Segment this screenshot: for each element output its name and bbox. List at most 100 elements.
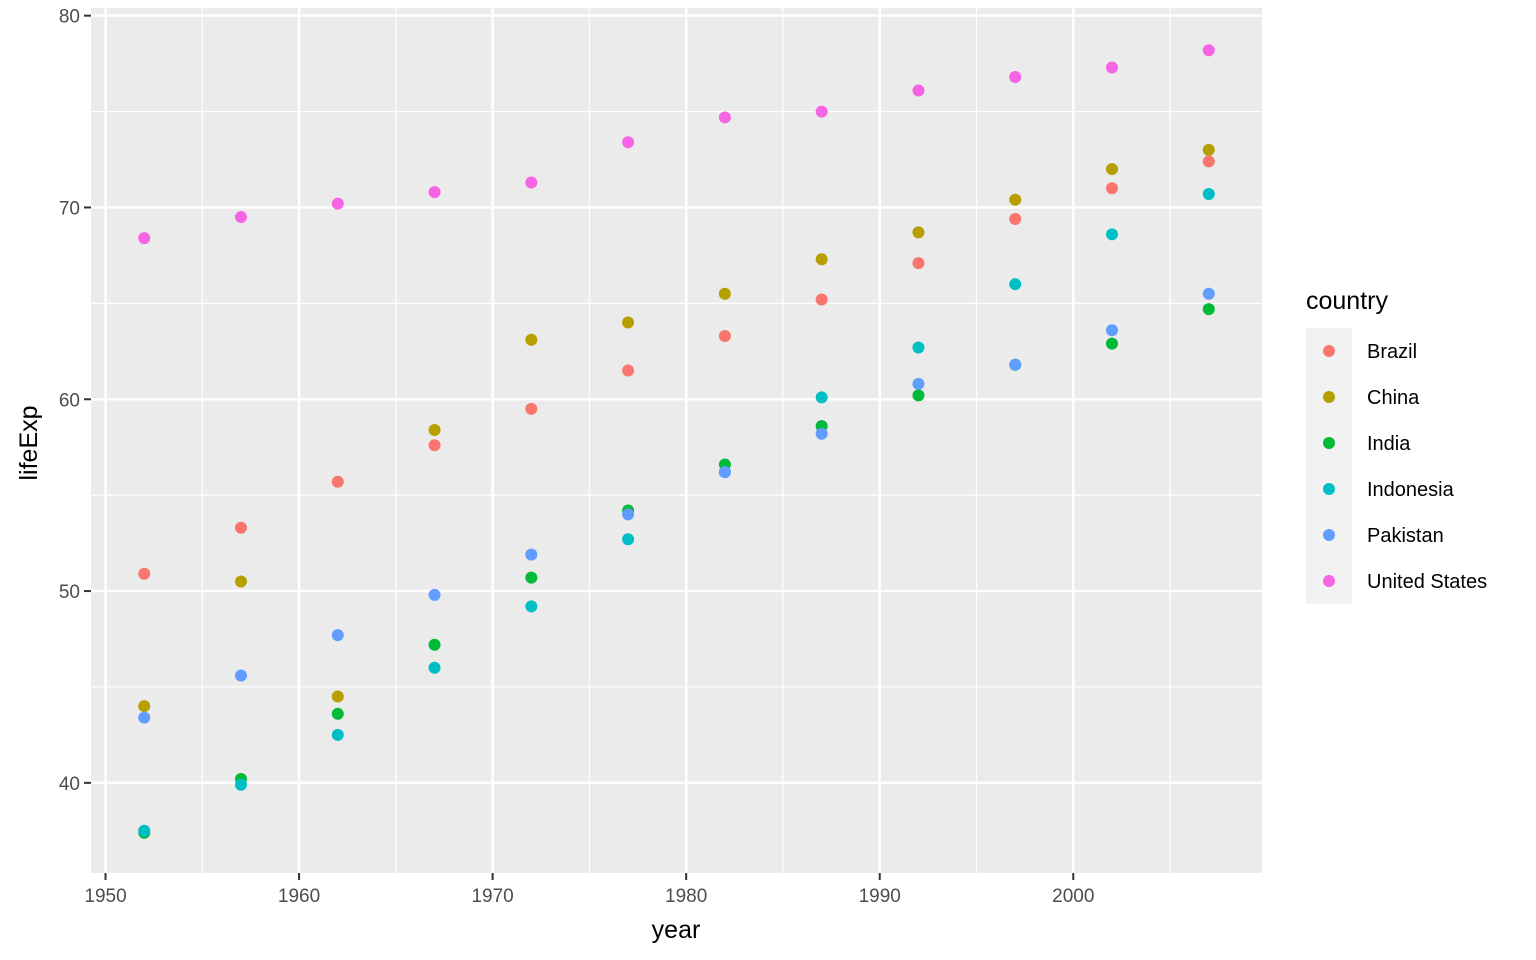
x-tick-label: 1980 xyxy=(665,886,707,907)
point-united-states xyxy=(622,136,635,149)
point-china xyxy=(622,316,635,329)
point-united-states xyxy=(138,232,151,245)
point-indonesia xyxy=(622,533,635,546)
minor-gridlines xyxy=(91,8,1262,873)
point-pakistan xyxy=(428,588,441,601)
y-tick-label: 70 xyxy=(59,198,80,219)
point-india xyxy=(1202,303,1215,316)
point-indonesia xyxy=(912,341,925,354)
point-india xyxy=(331,707,344,720)
point-pakistan xyxy=(331,629,344,642)
point-pakistan xyxy=(235,669,248,682)
point-pakistan xyxy=(718,466,731,479)
legend-label-indonesia: Indonesia xyxy=(1367,479,1455,501)
point-brazil xyxy=(1009,212,1022,225)
point-brazil xyxy=(525,402,538,415)
point-united-states xyxy=(718,111,731,124)
point-china xyxy=(331,690,344,703)
point-pakistan xyxy=(1202,287,1215,300)
legend: country Brazil China India Indonesia Pakista… xyxy=(1306,287,1487,604)
data-points xyxy=(138,44,1215,839)
legend-label-china: China xyxy=(1367,387,1420,409)
point-brazil xyxy=(1105,182,1118,195)
major-gridlines xyxy=(91,8,1262,873)
point-brazil xyxy=(428,439,441,452)
point-indonesia xyxy=(1105,228,1118,241)
y-tick-label: 80 xyxy=(59,7,80,28)
point-indonesia xyxy=(1202,188,1215,201)
point-brazil xyxy=(815,293,828,306)
point-pakistan xyxy=(815,427,828,440)
point-united-states xyxy=(331,197,344,210)
legend-label-united-states: United States xyxy=(1367,571,1487,593)
point-indonesia xyxy=(815,391,828,404)
point-indonesia xyxy=(235,778,248,791)
x-tick-label: 1990 xyxy=(859,886,901,907)
point-brazil xyxy=(138,567,151,580)
point-india xyxy=(525,571,538,584)
point-brazil xyxy=(1202,155,1215,168)
point-pakistan xyxy=(1009,358,1022,371)
point-china xyxy=(1105,163,1118,176)
legend-key-background xyxy=(1306,328,1352,604)
point-china xyxy=(1009,193,1022,206)
point-brazil xyxy=(235,521,248,534)
legend-label-brazil: Brazil xyxy=(1367,341,1417,363)
point-china xyxy=(235,575,248,588)
point-united-states xyxy=(815,105,828,118)
point-china xyxy=(138,700,151,713)
point-india xyxy=(912,389,925,402)
point-brazil xyxy=(622,364,635,377)
point-china xyxy=(815,253,828,266)
legend-key-indonesia xyxy=(1323,483,1335,495)
legend-key-india xyxy=(1323,437,1335,449)
point-brazil xyxy=(331,475,344,488)
point-united-states xyxy=(1009,71,1022,84)
point-indonesia xyxy=(428,661,441,674)
y-axis-title: lifeExp xyxy=(15,405,43,480)
point-india xyxy=(1105,337,1118,350)
legend-key-pakistan xyxy=(1323,529,1335,541)
point-china xyxy=(718,287,731,300)
plot-panel xyxy=(91,8,1262,873)
point-indonesia xyxy=(525,600,538,613)
y-tick-label: 60 xyxy=(59,390,80,411)
point-indonesia xyxy=(331,728,344,741)
point-pakistan xyxy=(525,548,538,561)
point-united-states xyxy=(912,84,925,97)
point-indonesia xyxy=(1009,278,1022,291)
x-axis-title: year xyxy=(652,916,701,944)
point-china xyxy=(1202,143,1215,156)
legend-title: country xyxy=(1306,287,1388,315)
point-china xyxy=(912,226,925,239)
y-axis: 40 50 60 70 80 xyxy=(59,7,91,795)
point-brazil xyxy=(718,329,731,342)
point-united-states xyxy=(428,186,441,199)
point-united-states xyxy=(525,176,538,189)
point-pakistan xyxy=(912,377,925,390)
legend-key-united-states xyxy=(1323,575,1335,587)
point-china xyxy=(428,423,441,436)
point-brazil xyxy=(912,257,925,270)
x-tick-label: 1970 xyxy=(471,886,513,907)
point-china xyxy=(525,333,538,346)
point-pakistan xyxy=(138,711,151,724)
point-indonesia xyxy=(138,824,151,837)
x-tick-label: 2000 xyxy=(1052,886,1094,907)
point-united-states xyxy=(1105,61,1118,74)
point-united-states xyxy=(1202,44,1215,57)
legend-label-india: India xyxy=(1367,433,1411,455)
point-pakistan xyxy=(622,508,635,521)
x-tick-label: 1960 xyxy=(278,886,320,907)
legend-label-pakistan: Pakistan xyxy=(1367,525,1444,547)
x-tick-label: 1950 xyxy=(84,886,126,907)
y-tick-label: 40 xyxy=(59,774,80,795)
point-united-states xyxy=(235,211,248,224)
point-pakistan xyxy=(1105,324,1118,337)
point-india xyxy=(428,638,441,651)
legend-key-china xyxy=(1323,391,1335,403)
legend-key-brazil xyxy=(1323,345,1335,357)
x-axis: 1950 1960 1970 1980 1990 2000 xyxy=(84,873,1094,907)
